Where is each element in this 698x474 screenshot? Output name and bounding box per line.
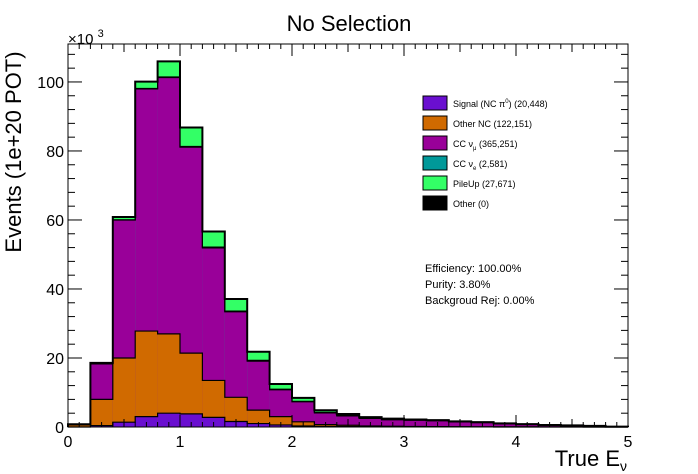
legend-swatch-2 <box>422 135 448 151</box>
bar-1-bin-4 <box>157 333 180 427</box>
purity-annotation: Purity: 3.80% <box>425 279 491 291</box>
bar-1-bin-3 <box>135 331 158 427</box>
legend-swatch-0 <box>422 95 448 111</box>
bar-0-bin-3 <box>135 416 158 427</box>
y-axis-multiplier-exponent: 3 <box>98 28 104 40</box>
legend-swatch-1 <box>422 115 448 131</box>
legend: Signal (NC π0) (20,448) Other NC (122,151… <box>422 95 548 211</box>
background-rejection-annotation: Backgroud Rej: 0.00% <box>425 295 535 307</box>
y-tick-label: 100 <box>37 75 64 92</box>
bar-0-bin-5 <box>180 413 203 427</box>
y-axis-multiplier-base: ×10 <box>68 31 93 48</box>
x-tick-label: 2 <box>288 434 297 451</box>
legend-label-2: CC νμ (365,251) <box>453 139 518 152</box>
x-tick-label: 5 <box>624 434 633 451</box>
bar-0-bin-4 <box>157 413 180 427</box>
legend-label-3: CC νe (2,581) <box>453 159 507 172</box>
y-tick-label: 20 <box>46 351 64 368</box>
y-axis-ticks: 0 20 40 60 80 100 <box>37 53 628 437</box>
legend-label-1: Other NC (122,151) <box>453 119 532 129</box>
bar-1-bin-6 <box>202 380 225 427</box>
y-tick-label: 40 <box>46 282 64 299</box>
bar-1-bin-2 <box>112 357 136 427</box>
legend-swatch-4 <box>422 175 448 191</box>
bar-1-bin-7 <box>224 397 248 427</box>
bar-1-bin-9 <box>269 416 292 427</box>
y-tick-label: 80 <box>46 144 64 161</box>
x-axis-label: True Eν <box>555 446 627 474</box>
y-axis-multiplier: ×10 3 <box>68 28 104 48</box>
y-tick-label: 0 <box>55 420 64 437</box>
chart-title: No Selection <box>287 11 412 36</box>
x-tick-label: 1 <box>176 434 185 451</box>
x-tick-label: 0 <box>64 434 73 451</box>
x-axis-label-main: True E <box>555 446 620 471</box>
legend-swatch-3 <box>422 155 448 171</box>
x-axis-label-sub: ν <box>620 458 627 474</box>
bar-2-bin-11 <box>314 412 337 427</box>
bar-1-bin-1 <box>90 399 113 427</box>
legend-label-0: Signal (NC π0) (20,448) <box>453 99 548 109</box>
bar-2-bin-10 <box>292 401 315 427</box>
x-axis-ticks: 0 1 2 3 4 5 <box>64 44 633 451</box>
y-tick-label: 60 <box>46 213 64 230</box>
y-axis-label: Events (1e+20 POT) <box>1 51 26 252</box>
legend-swatch-5 <box>422 195 448 211</box>
bar-1-bin-8 <box>247 410 270 427</box>
efficiency-annotation: Efficiency: 100.00% <box>425 263 522 275</box>
legend-label-4: PileUp (27,671) <box>453 179 516 189</box>
x-tick-label: 4 <box>512 434 521 451</box>
x-tick-label: 3 <box>400 434 409 451</box>
bar-1-bin-5 <box>180 353 203 427</box>
histogram-bars <box>68 61 628 428</box>
legend-label-5: Other (0) <box>453 199 489 209</box>
